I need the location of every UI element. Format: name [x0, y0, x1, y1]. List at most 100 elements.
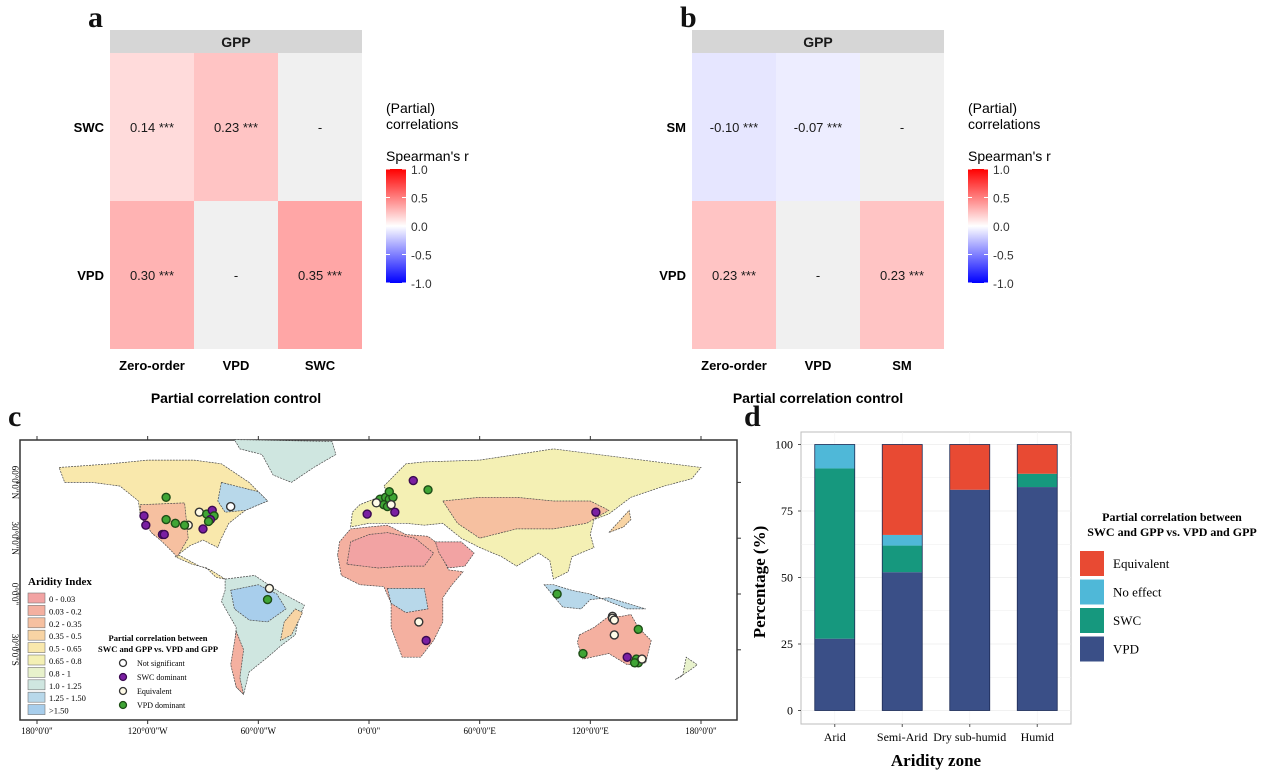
legend-title: correlations [968, 116, 1040, 132]
colorbar-tick-label: 1.0 [993, 163, 1010, 177]
land-region [386, 588, 429, 613]
heatmap-panel-b: GPP -0.10 *** -0.07 *** - 0.23 *** - 0.23 *** S… [659, 30, 1051, 406]
colorbar-tick-label: -1.0 [411, 277, 432, 291]
site-legend-marker [118, 686, 128, 696]
site-legend-label: VPD dominant [137, 701, 186, 710]
heatmap-cell [110, 201, 194, 349]
panel-c-letter: c [8, 400, 22, 433]
land-region [434, 541, 475, 569]
cell-label: - [900, 120, 904, 135]
heatmap-cell [278, 53, 362, 201]
colorbar-tick-label: -0.5 [411, 249, 432, 263]
aridity-legend-swatch [27, 654, 46, 666]
heatmap-cell [692, 53, 776, 201]
site-point-eq [371, 498, 382, 508]
legend-title: correlations [386, 116, 458, 132]
land-region [608, 509, 632, 533]
bar-segment-vpd [949, 489, 990, 711]
panel-a-letter: a [88, 1, 103, 34]
column-label: SM [892, 358, 912, 373]
bar-outline [1016, 444, 1058, 711]
cell-label: - [318, 120, 322, 135]
aridity-legend-label: 0.8 - 1 [49, 668, 71, 678]
bar-panel-d: Arid Semi-Arid Dry sub-humid Humid 0 25 50 75 10… [750, 431, 1257, 770]
row-label: VPD [77, 268, 104, 283]
aridity-legend-swatch [27, 592, 46, 604]
heatmap-cell [776, 53, 860, 201]
legend-label: No effect [1113, 585, 1162, 600]
y-tick-label: 25 [781, 637, 793, 651]
aridity-legend-swatch [27, 679, 46, 691]
aridity-legend-swatch [27, 642, 46, 653]
aridity-legend-label: 1.25 - 1.50 [49, 693, 86, 703]
site-point-vpd [384, 487, 394, 497]
legend-swatch [1080, 608, 1104, 633]
land-region [543, 584, 646, 610]
bar-outline [881, 444, 923, 711]
site-point-swc [408, 475, 418, 486]
site-legend-title: Partial correlation between [109, 633, 208, 643]
site-legend-label: SWC dominant [137, 673, 187, 682]
row-label: SM [667, 120, 687, 135]
bar-segment-equivalent [1017, 444, 1058, 474]
bar-outline [814, 444, 856, 711]
site-point-swc [198, 524, 208, 534]
aridity-legend-label: 0.35 - 0.5 [49, 631, 82, 641]
bar-segment-swc [814, 468, 855, 639]
y-tick-label: 75 [781, 504, 793, 518]
map-panel-c: 180°0'0" 120°0'0"W 60°0'0"W 0°0'0" 60°0'0"E 1… [10, 436, 741, 736]
cell-label: 0.14 *** [130, 120, 174, 135]
colorbar-tick-label: 0.5 [411, 192, 428, 206]
colorbar [386, 169, 406, 283]
bar-segment-swc [882, 545, 923, 573]
heatmap-cell [860, 201, 944, 349]
y-tick-label: 30°0'0"S [10, 634, 20, 666]
aridity-legend-swatch [27, 691, 46, 703]
site-point-vpd [179, 520, 190, 530]
site-point-swc [141, 520, 151, 530]
heatmap-cell [194, 53, 278, 201]
site-point-vpd [262, 594, 273, 605]
legend-subtitle: Spearman's r [386, 148, 469, 164]
y-tick-label: 60°0'0"N [10, 466, 20, 500]
bar-segment-equivalent [882, 444, 923, 535]
colorbar [968, 169, 988, 283]
site-legend-label: Equivalent [137, 687, 172, 696]
site-point-vpd [161, 492, 171, 502]
site-point-eq [609, 630, 620, 640]
colorbar-tick-label: 1.0 [411, 163, 428, 177]
heatmap-cell [194, 201, 278, 349]
x-axis-title: Aridity zone [891, 751, 982, 770]
cell-label: 0.35 *** [298, 268, 342, 283]
y-tick-label: 100 [775, 438, 793, 452]
land-region [233, 439, 337, 483]
cell-label: 0.23 *** [712, 268, 756, 283]
site-legend-marker [118, 672, 128, 682]
row-label: VPD [659, 268, 686, 283]
site-point-swc [139, 511, 149, 521]
site-point-eq [609, 615, 620, 625]
heatmap-cell [692, 201, 776, 349]
heatmap-cell [110, 53, 194, 201]
x-tick-label: Semi-Arid [877, 730, 928, 744]
aridity-legend-label: >1.50 [49, 706, 69, 716]
x-tick-label: 180°0'0" [685, 726, 717, 736]
y-axis-title: Percentage (%) [750, 526, 769, 639]
legend-label: SWC [1113, 613, 1141, 628]
colorbar-tick-label: 0.0 [993, 220, 1010, 234]
x-tick-label: 120°0'0"E [572, 726, 609, 736]
x-tick-label: Arid [824, 730, 846, 744]
bar-segment-equivalent [949, 444, 990, 490]
legend-title: SWC and GPP vs. VPD and GPP [1087, 525, 1256, 539]
x-axis-title: Partial correlation control [151, 390, 321, 406]
strip-title: GPP [221, 34, 251, 50]
site-point-swc [159, 529, 169, 540]
x-tick-label: 0°0'0" [358, 726, 381, 736]
site-point-vpd [203, 516, 214, 527]
x-axis-title: Partial correlation control [733, 390, 903, 406]
column-label: VPD [805, 358, 832, 373]
colorbar-tick-label: -0.5 [993, 249, 1014, 263]
site-point-vpd [161, 514, 171, 525]
aridity-legend-label: 0.65 - 0.8 [49, 656, 82, 666]
cell-label: 0.23 *** [880, 268, 924, 283]
